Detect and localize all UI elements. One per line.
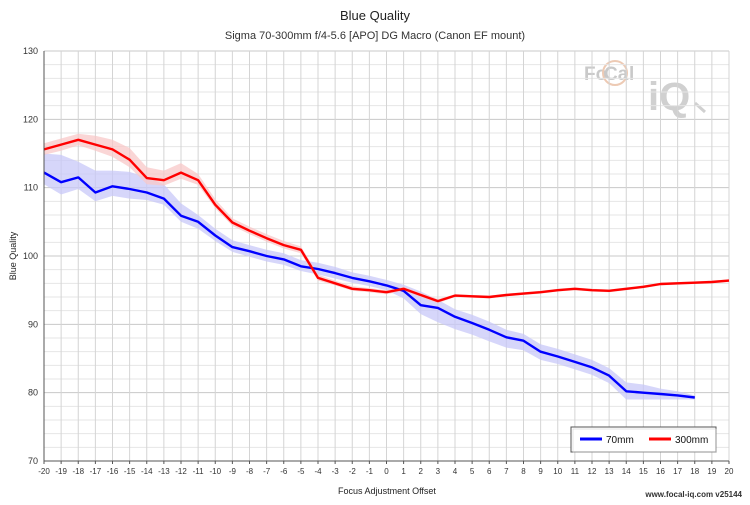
- logo-text-ca: Ca: [604, 64, 629, 85]
- x-tick-label: -16: [107, 467, 119, 476]
- x-tick-label: 12: [588, 467, 597, 476]
- band-70mm: [44, 153, 695, 400]
- x-tick-label: -3: [332, 467, 340, 476]
- x-tick-label: 9: [538, 467, 543, 476]
- footer-credit: www.focal-iq.com v25144: [644, 490, 742, 499]
- x-tick-label: 7: [504, 467, 509, 476]
- x-tick-label: -12: [175, 467, 187, 476]
- y-tick-label: 130: [23, 46, 38, 56]
- x-tick-label: 10: [553, 467, 562, 476]
- x-tick-label: 11: [571, 467, 580, 476]
- legend: 70mm 300mm: [570, 426, 717, 453]
- x-tick-label: -19: [55, 467, 67, 476]
- y-tick-label: 90: [28, 319, 38, 329]
- legend-label-70mm: 70mm: [606, 435, 634, 446]
- x-tick-label: 4: [453, 467, 458, 476]
- x-tick-label: -14: [141, 467, 153, 476]
- x-tick-label: 13: [605, 467, 614, 476]
- chart-title: Blue Quality: [340, 8, 411, 23]
- focal-iq-logo: Fo Ca l iQ: [584, 60, 707, 119]
- x-axis-label: Focus Adjustment Offset: [338, 486, 436, 496]
- series-line-300mm: [43, 138, 730, 303]
- x-tick-label: -8: [246, 467, 254, 476]
- logo-ring: [602, 60, 628, 86]
- x-tick-label: -7: [263, 467, 271, 476]
- x-tick-label: -11: [193, 467, 205, 476]
- x-tick-label: -1: [366, 467, 374, 476]
- x-tick-label: -6: [280, 467, 288, 476]
- x-tick-label: -15: [124, 467, 136, 476]
- x-tick-label: 8: [521, 467, 526, 476]
- x-tick-label: 15: [639, 467, 648, 476]
- x-tick-label: 2: [419, 467, 424, 476]
- x-tick-label: -18: [72, 467, 84, 476]
- y-tick-label: 110: [24, 183, 38, 193]
- x-tick-label: 6: [487, 467, 492, 476]
- x-tick-label: 19: [707, 467, 716, 476]
- x-tick-label: -5: [297, 467, 305, 476]
- x-tick-label: 5: [470, 467, 475, 476]
- y-tick-label: 120: [23, 114, 38, 124]
- legend-label-300mm: 300mm: [675, 435, 708, 446]
- x-tick-label: 20: [725, 467, 734, 476]
- x-tick-label: -13: [158, 467, 170, 476]
- x-tick-label: -2: [349, 467, 357, 476]
- x-tick-label: 3: [436, 467, 441, 476]
- y-tick-label: 70: [28, 456, 38, 466]
- magnifier-icon: [693, 101, 707, 114]
- logo-text-iq: iQ: [648, 75, 690, 119]
- x-tick-label: 1: [401, 467, 406, 476]
- x-tick-label: 14: [622, 467, 631, 476]
- x-tick-label: 18: [690, 467, 699, 476]
- x-tick-label: -4: [314, 467, 322, 476]
- x-tick-label: -10: [209, 467, 221, 476]
- y-tick-label: 100: [23, 251, 38, 261]
- y-tick-label: 80: [28, 388, 38, 398]
- x-tick-label: 17: [673, 467, 682, 476]
- logo-text-fo: Fo: [584, 64, 607, 85]
- x-tick-label: -9: [229, 467, 237, 476]
- logo-text-l: l: [629, 64, 634, 85]
- legend-box-inner: [572, 428, 717, 453]
- x-tick-label: -20: [38, 467, 50, 476]
- x-tick-label: -17: [90, 467, 102, 476]
- series-line-70mm: [43, 171, 695, 399]
- grid: [43, 50, 730, 462]
- series-lines: [43, 138, 730, 399]
- x-tick-label: 16: [656, 467, 665, 476]
- chart-subtitle: Sigma 70-300mm f/4-5.6 [APO] DG Macro (C…: [225, 30, 525, 42]
- y-axis-label: Blue Quality: [8, 231, 18, 280]
- x-tick-label: 0: [384, 467, 389, 476]
